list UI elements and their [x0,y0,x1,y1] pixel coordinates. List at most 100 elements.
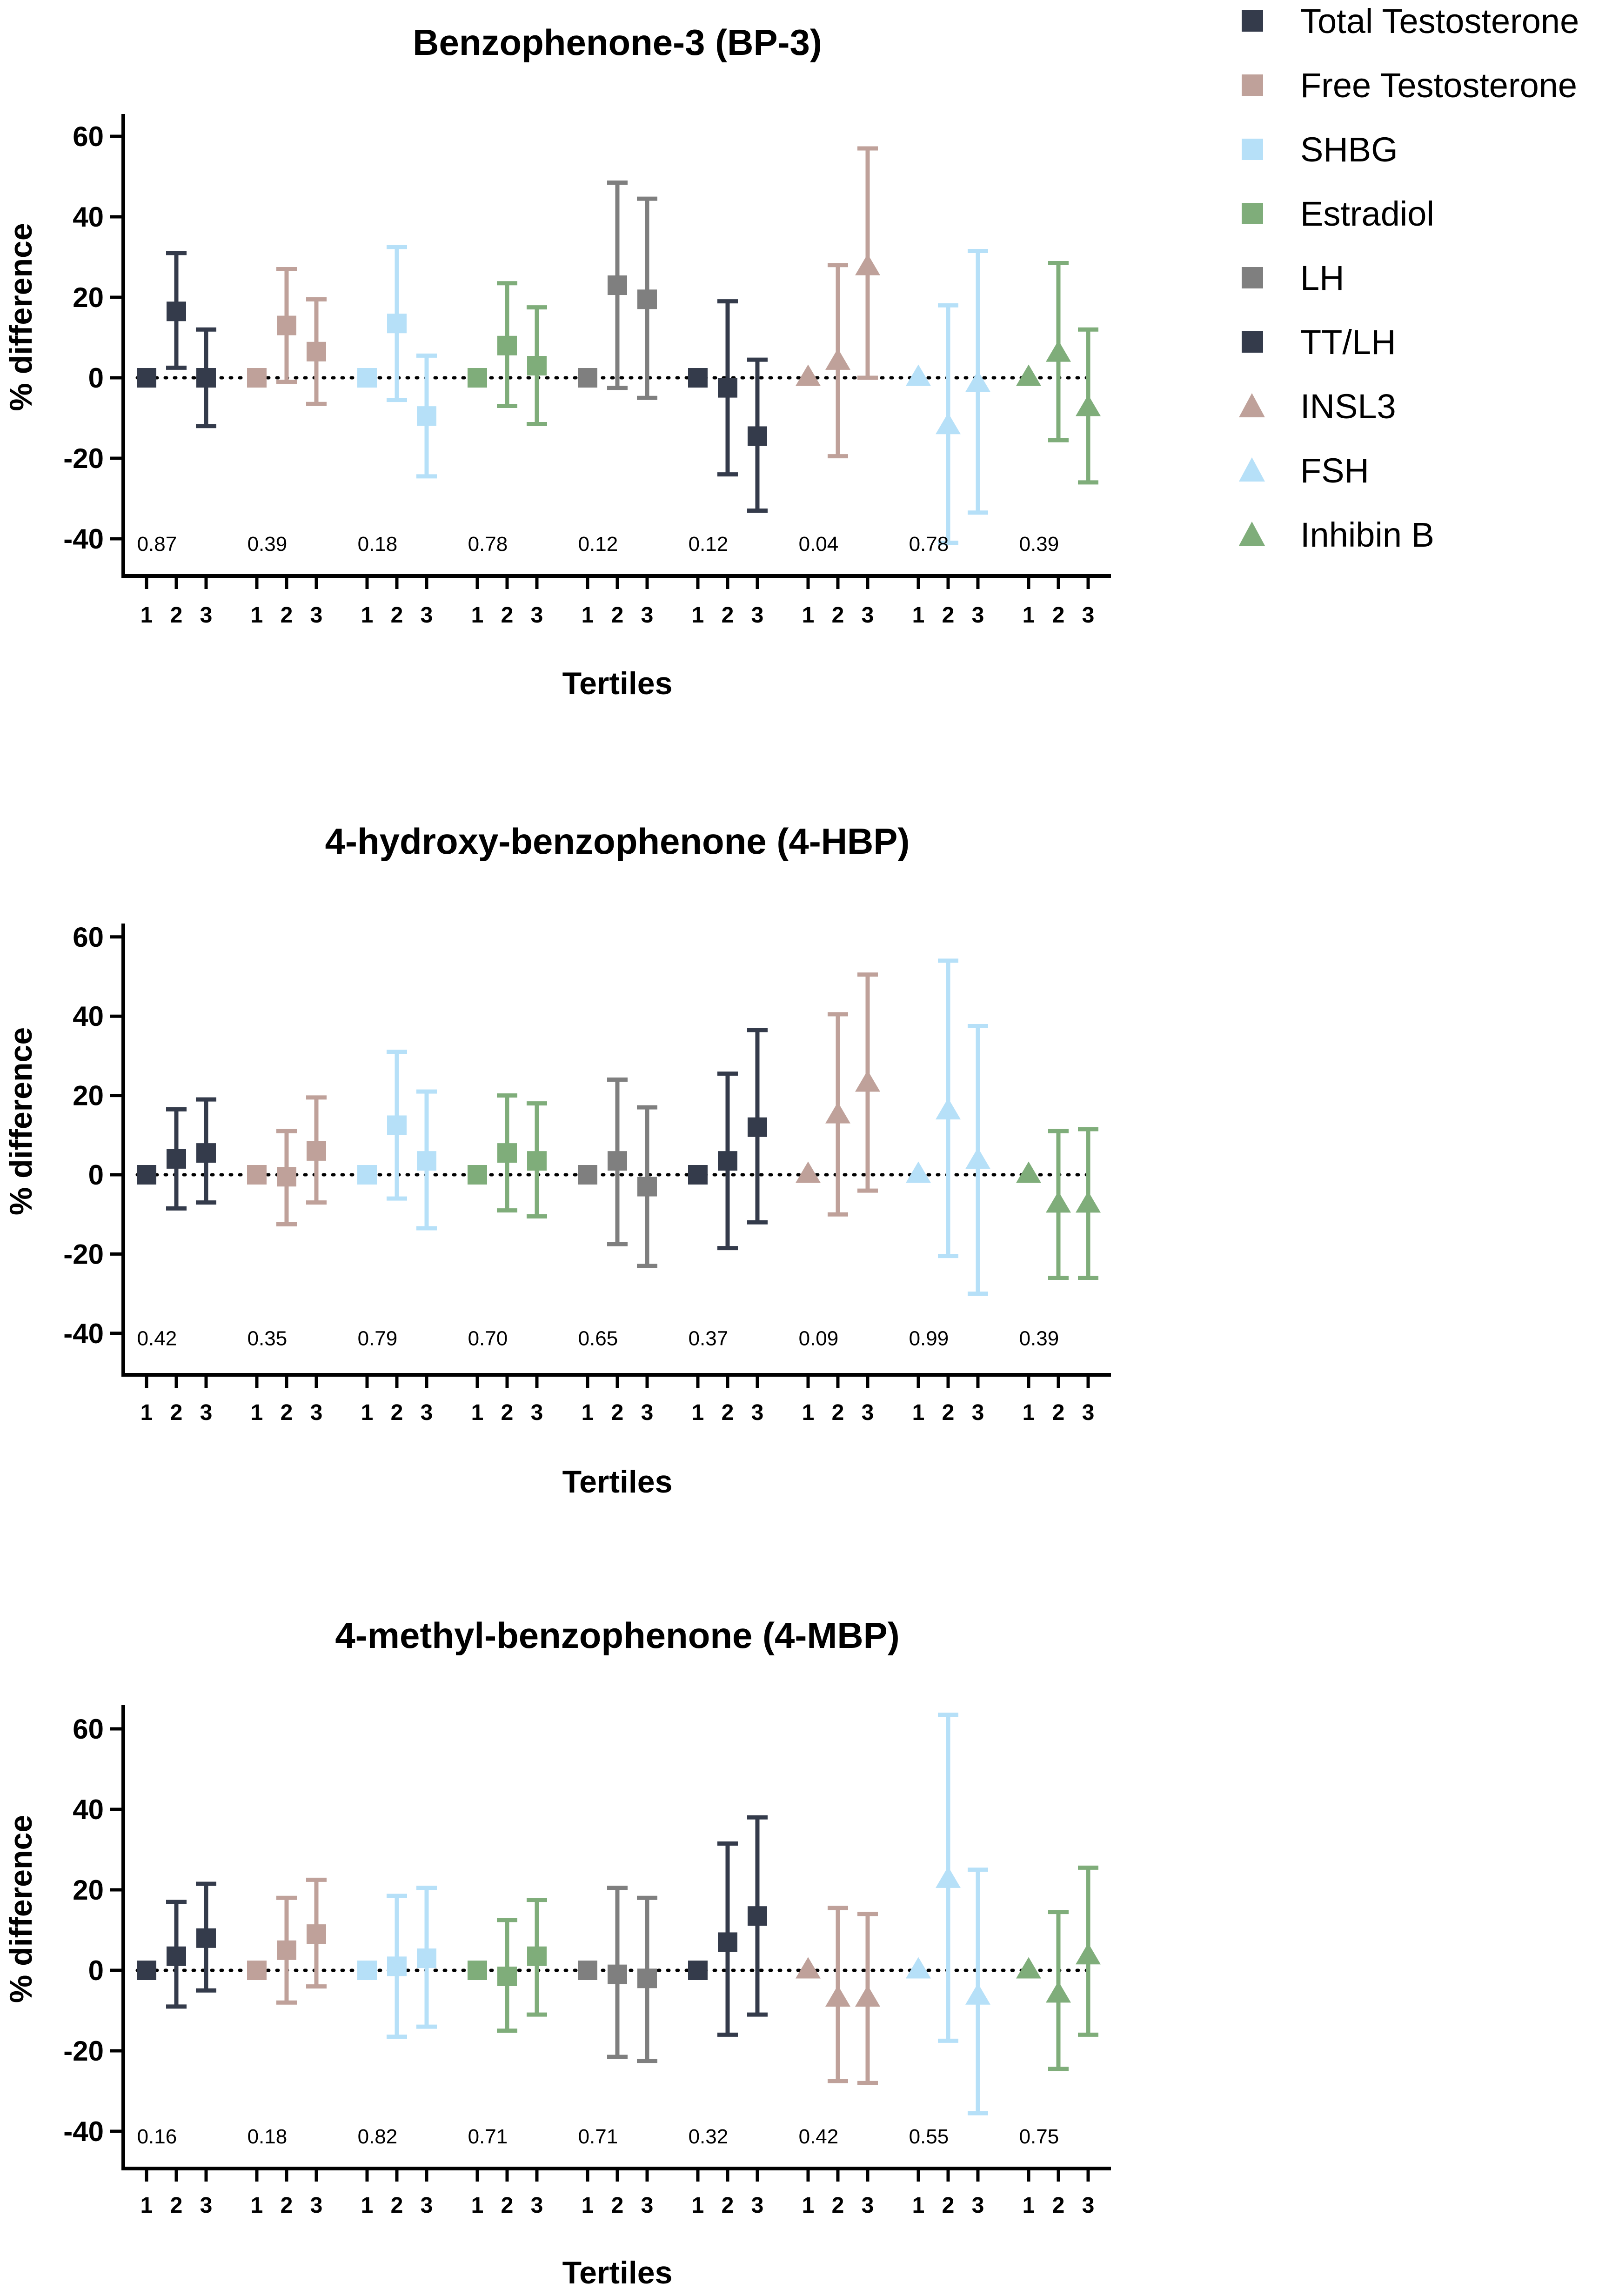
x-tick-label: 1 [692,2193,704,2218]
data-point [825,348,850,370]
x-tick-label: 1 [471,603,484,628]
data-point [1046,340,1071,362]
x-tick-label: 1 [361,603,374,628]
x-tick-label: 2 [391,603,403,628]
y-tick-label: 60 [73,121,104,152]
x-tick-label: 3 [751,603,764,628]
x-axis-label: Tertiles [562,2255,673,2290]
x-tick-label: 3 [641,603,654,628]
data-point [527,356,547,376]
data-point [497,335,517,355]
x-tick-label: 1 [692,603,704,628]
y-tick-label: 0 [88,1159,104,1191]
p-value-label: 0.37 [689,1327,729,1350]
x-tick-label: 1 [1023,2193,1035,2218]
legend-label: INSL3 [1300,387,1396,426]
p-value-label: 0.70 [468,1327,508,1350]
data-point [748,426,767,446]
y-tick-label: -40 [63,2116,104,2147]
data-point [825,1985,850,2007]
x-tick-label: 1 [582,2193,594,2218]
p-value-label: 0.78 [909,533,949,556]
series-inhibin-b: 0.39 [1016,1127,1101,1350]
data-point [247,368,267,388]
y-axis-label: % difference [3,1027,39,1215]
legend-item-fsh: FSH [1239,451,1369,490]
legend-item-shbg: SHBG [1242,130,1398,169]
x-tick-label: 1 [802,603,815,628]
x-axis-label: Tertiles [562,1464,673,1499]
series-estradiol: 0.70 [468,1093,547,1350]
data-point [688,1961,708,1980]
legend: Total Testosterone Free Testosterone SHBG E… [1239,2,1579,554]
x-tick-label: 1 [140,2193,153,2218]
y-tick-label: 20 [73,1080,104,1111]
legend-label: Inhibin B [1300,515,1434,554]
x-tick-label: 1 [912,603,925,628]
legend-item-tt-lh: TT/LH [1242,323,1396,361]
x-tick-label: 2 [722,603,734,628]
data-point [936,1098,961,1120]
data-point [637,1968,657,1988]
x-tick-label: 3 [200,1400,213,1425]
x-tick-label: 1 [361,2193,374,2218]
x-tick-label: 2 [1052,1400,1065,1425]
series-insl3: 0.09 [796,972,880,1350]
x-tick-label: 2 [942,2193,955,2218]
x-tick-label: 3 [641,2193,654,2218]
data-point [387,1956,407,1976]
x-tick-label: 3 [751,1400,764,1425]
data-point [307,1924,326,1944]
data-point [417,406,436,426]
legend-label: Free Testosterone [1300,66,1577,105]
data-point [578,1165,597,1185]
series-lh: 0.65 [578,1078,657,1350]
data-point [1076,1191,1101,1213]
chart-panel-1: Benzophenone-3 (BP-3)% difference6040200… [3,22,1111,701]
data-point [167,301,186,321]
x-tick-label: 2 [501,1400,514,1425]
y-axis-label: % difference [3,1815,39,2003]
x-tick-label: 3 [200,2193,213,2218]
p-value-label: 0.39 [247,533,288,556]
x-tick-label: 2 [611,2193,624,2218]
chart-title: 4-hydroxy-benzophenone (4-HBP) [325,821,910,862]
x-tick-label: 2 [832,1400,844,1425]
data-point [137,1961,156,1980]
x-tick-label: 3 [1082,2193,1095,2218]
data-point [718,1932,737,1952]
p-value-label: 0.78 [468,533,508,556]
series-tt-lh: 0.32 [688,1815,768,2148]
data-point [196,1143,216,1163]
x-tick-label: 1 [361,1400,374,1425]
data-point [196,1928,216,1948]
data-point [748,1117,767,1137]
data-point [688,1165,708,1185]
x-tick-label: 2 [170,2193,183,2218]
series-shbg: 0.79 [357,1050,437,1350]
x-tick-label: 1 [471,1400,484,1425]
p-value-label: 0.65 [578,1327,618,1350]
p-value-label: 0.12 [689,533,729,556]
p-value-label: 0.18 [358,533,398,556]
x-tick-label: 2 [170,1400,183,1425]
x-tick-label: 3 [1082,603,1095,628]
series-free-testosterone: 0.35 [247,1095,327,1350]
data-point [357,1961,377,1980]
legend-square-icon [1242,203,1263,224]
x-tick-label: 2 [1052,2193,1065,2218]
series-total-testosterone: 0.16 [137,1881,216,2148]
x-tick-label: 2 [611,1400,624,1425]
series-estradiol: 0.78 [468,281,547,556]
legend-item-free-testosterone: Free Testosterone [1242,66,1577,105]
data-point [578,368,597,388]
p-value-label: 0.99 [909,1327,949,1350]
x-tick-label: 1 [912,2193,925,2218]
data-point [277,315,296,335]
series-insl3: 0.04 [796,146,880,556]
y-tick-label: 40 [73,1001,104,1032]
series-shbg: 0.82 [357,1886,437,2148]
series-total-testosterone: 0.87 [137,251,216,556]
x-tick-label: 1 [582,603,594,628]
data-point [247,1165,267,1185]
